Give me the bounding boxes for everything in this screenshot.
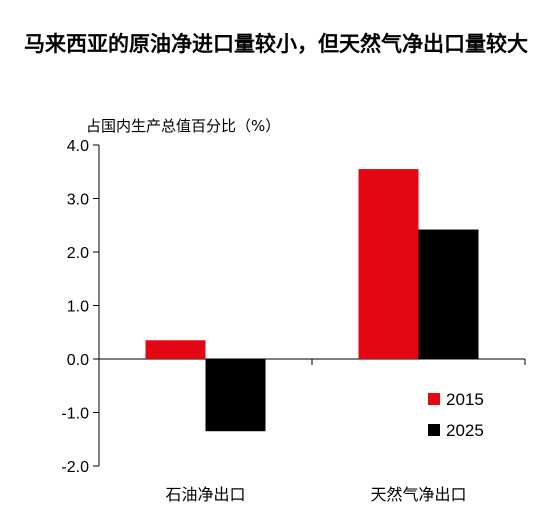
legend-swatch-2015 bbox=[428, 393, 440, 405]
x-category-label: 天然气净出口 bbox=[370, 485, 466, 504]
y-tick-label: 4.0 bbox=[67, 138, 89, 155]
legend: 2015 2025 bbox=[428, 390, 484, 440]
y-tick-label: 1.0 bbox=[67, 299, 89, 316]
x-category-labels: 石油净出口 天然气净出口 bbox=[165, 485, 466, 504]
y-tick-label: -2.0 bbox=[61, 459, 89, 476]
bars bbox=[145, 169, 479, 432]
bar-2015-1 bbox=[358, 169, 419, 359]
y-tick-label: 2.0 bbox=[67, 245, 89, 262]
bar-2025-1 bbox=[418, 229, 479, 359]
chart-title: 马来西亚的原油净进口量较小，但天然气净出口量较大 bbox=[24, 32, 528, 56]
legend-label-2025: 2025 bbox=[446, 421, 484, 440]
x-category-label: 石油净出口 bbox=[165, 485, 245, 504]
bar-2025-0 bbox=[205, 359, 266, 432]
y-tick-label: -1.0 bbox=[61, 406, 89, 423]
bar-2015-0 bbox=[145, 340, 206, 359]
y-tick-label: 3.0 bbox=[67, 192, 89, 209]
y-tick-labels: -2.0 -1.0 0.0 1.0 2.0 3.0 4.0 bbox=[61, 138, 89, 476]
y-tick-label: 0.0 bbox=[67, 352, 89, 369]
legend-swatch-2025 bbox=[428, 424, 440, 436]
y-axis-label: 占国内生产总值百分比（%） bbox=[86, 117, 281, 135]
legend-label-2015: 2015 bbox=[446, 390, 484, 409]
